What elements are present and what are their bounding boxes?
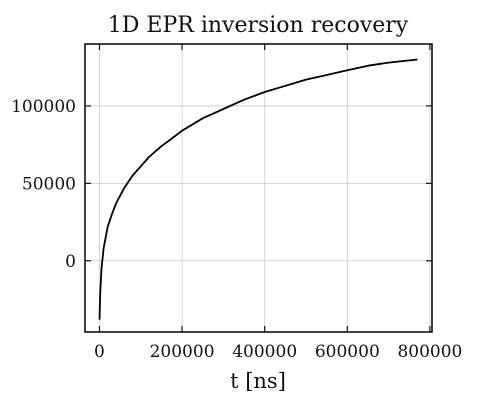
x-axis-label: t [ns] (230, 369, 286, 393)
x-tick-label: 600000 (315, 342, 380, 362)
grid (85, 44, 432, 332)
y-tick-label: 100000 (11, 97, 76, 117)
x-tick-label: 800000 (397, 342, 462, 362)
series-line (98, 58, 418, 320)
x-tick-label: 400000 (232, 342, 297, 362)
y-tick-label: 0 (65, 252, 76, 272)
chart-title: 1D EPR inversion recovery (108, 13, 409, 38)
ticks: 0 200000 400000 600000 800000 0 50000 100000 (11, 44, 462, 362)
x-tick-label: 200000 (150, 342, 215, 362)
plot-frame (84, 43, 433, 333)
y-tick-label: 50000 (22, 174, 76, 194)
x-tick-label: 0 (94, 342, 105, 362)
series-layer (98, 58, 418, 320)
